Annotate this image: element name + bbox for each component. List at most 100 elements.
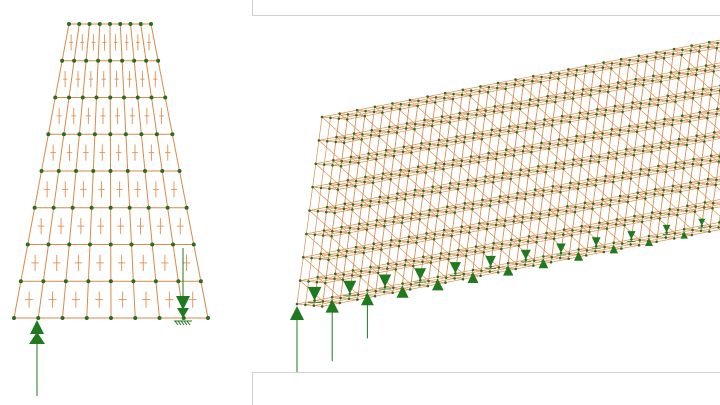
mesh-node [410, 217, 413, 220]
mesh-node [508, 125, 511, 128]
mesh-node [566, 205, 569, 208]
mesh-node [689, 181, 692, 184]
mesh-line [591, 156, 614, 177]
mesh-node [355, 114, 358, 117]
mesh-node [408, 104, 411, 107]
mesh-node [548, 208, 551, 211]
mesh-node [382, 106, 385, 109]
mesh-node [585, 65, 588, 68]
mesh-node [496, 219, 499, 222]
mesh-node [156, 59, 160, 63]
mesh-node [615, 157, 618, 160]
mesh-node [689, 115, 692, 118]
mesh-node [526, 122, 529, 125]
mesh-node [675, 95, 678, 98]
mesh-node [453, 277, 456, 280]
mesh-node [393, 216, 396, 219]
mesh-node [393, 150, 396, 153]
mesh-node [416, 105, 419, 108]
mesh-node [353, 132, 356, 135]
mesh-node [656, 170, 659, 173]
mesh-node [438, 139, 441, 142]
mesh-node [585, 254, 588, 257]
mesh-line [453, 160, 476, 181]
mesh-node [536, 236, 539, 239]
mesh-node [414, 189, 417, 192]
mesh-node [129, 22, 133, 26]
mesh-node [429, 143, 432, 146]
mesh-node [621, 242, 624, 245]
mesh-node [518, 239, 521, 242]
mesh-node [436, 215, 439, 218]
mesh-node [716, 108, 719, 111]
mesh-node [331, 230, 334, 233]
mesh-node [64, 279, 68, 283]
mesh-node [696, 69, 699, 72]
mesh-node [323, 163, 326, 166]
mesh-node [338, 112, 341, 115]
mesh-node [386, 267, 389, 270]
mesh-node [343, 202, 346, 205]
mesh-node [351, 274, 354, 277]
mesh-node [710, 154, 713, 157]
right-3d-model-view[interactable] [252, 14, 720, 374]
mesh-line [586, 66, 609, 87]
mesh-node [461, 159, 464, 162]
mesh-node [472, 269, 475, 272]
mesh-node [645, 60, 648, 63]
mesh-node [445, 145, 448, 148]
mesh-node [130, 243, 134, 247]
mesh-node [592, 136, 595, 139]
mesh-node [588, 231, 591, 234]
mesh-node [571, 163, 574, 166]
mesh-node [640, 102, 643, 105]
mesh-node [531, 80, 534, 83]
mesh-line [690, 182, 713, 203]
mesh-line [541, 143, 564, 164]
mesh-node [340, 165, 343, 168]
mesh-line [550, 210, 573, 231]
mesh-node [321, 116, 324, 119]
mesh-line [670, 209, 693, 230]
mesh-node [428, 148, 431, 151]
mesh-node [387, 131, 390, 134]
mesh-node [489, 204, 492, 207]
mesh-node [61, 316, 65, 320]
mesh-node [357, 293, 360, 296]
mesh-node [47, 243, 51, 247]
mesh-node [469, 226, 472, 229]
mesh-line [327, 207, 350, 228]
mesh-line [424, 120, 447, 141]
mesh-line [588, 179, 611, 200]
mesh-node [426, 95, 429, 98]
mesh-node [19, 279, 23, 283]
mesh-node [660, 80, 663, 83]
mesh-line [532, 213, 555, 234]
mesh-node [512, 220, 515, 223]
mesh-node [413, 260, 416, 263]
mesh-line [638, 193, 661, 214]
mesh-node [358, 222, 361, 225]
mesh-node [645, 126, 648, 129]
mesh-line [641, 169, 664, 190]
mesh-node [614, 105, 617, 108]
mesh-node [343, 207, 346, 210]
mesh-node [598, 222, 601, 225]
mesh-node [671, 124, 674, 127]
mesh-node [504, 88, 507, 91]
left-2d-model-view[interactable] [0, 0, 250, 402]
mesh-node [462, 278, 465, 281]
mesh-line [545, 120, 568, 141]
mesh-line [548, 96, 571, 117]
mesh-node [463, 207, 466, 210]
mesh-line [694, 159, 717, 180]
mesh-line [547, 233, 570, 254]
mesh-node [643, 79, 646, 82]
mesh-node [378, 201, 381, 204]
mesh-node [569, 116, 572, 119]
mesh-node [715, 179, 718, 182]
mesh-node [582, 88, 585, 91]
mesh-node [596, 108, 599, 111]
mesh-node [542, 189, 545, 192]
mesh-node [412, 265, 415, 268]
